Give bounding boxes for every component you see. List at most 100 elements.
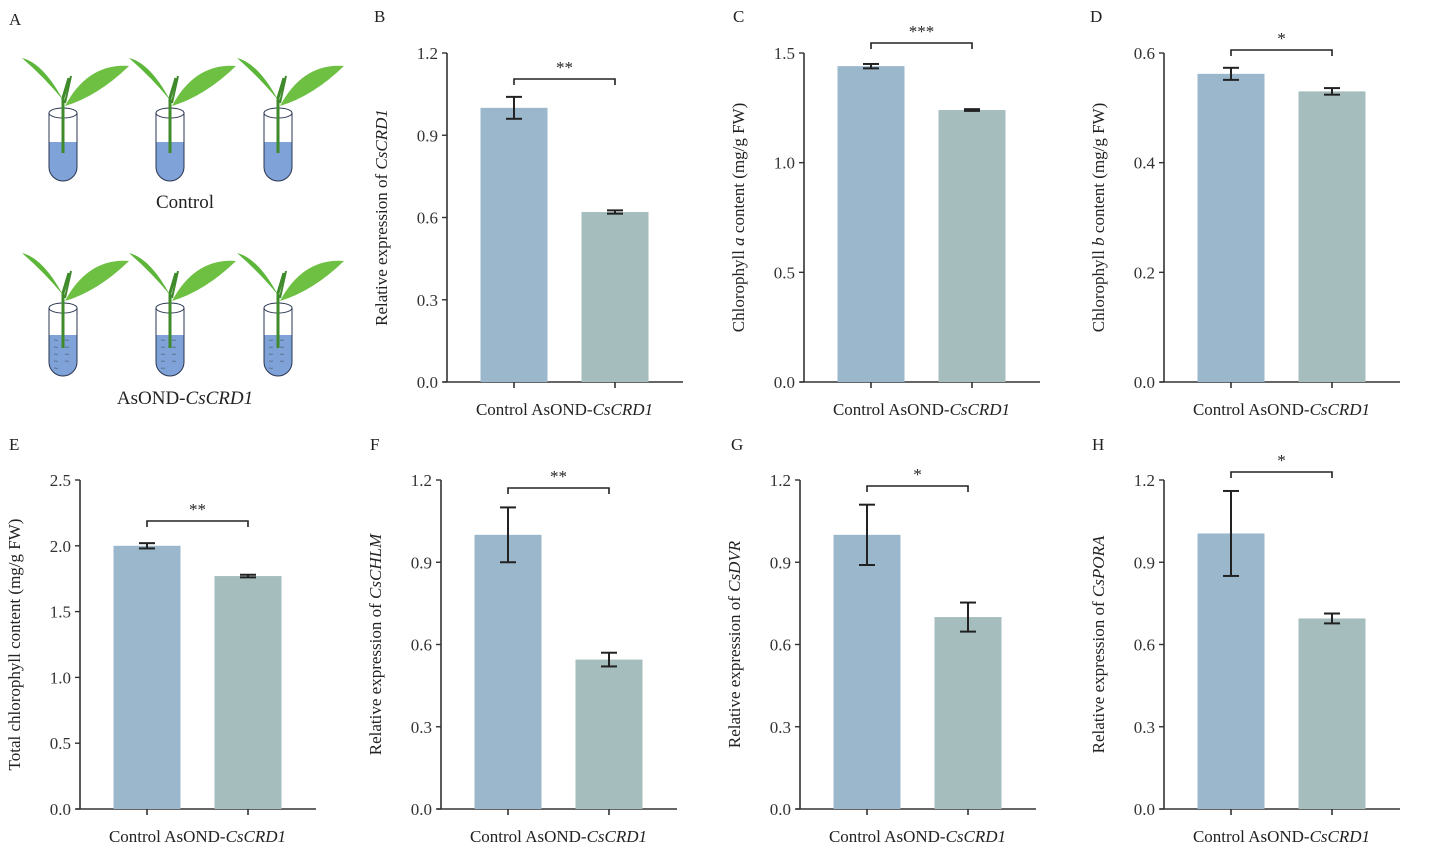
oligo-glyph: ~ <box>54 365 58 373</box>
y-axis-title-italic: CsPORA <box>1089 535 1108 597</box>
stem <box>61 272 71 348</box>
y-tick-label: 1.0 <box>50 668 71 687</box>
chart-panel-e: E 0.0 0.5 1.0 1.5 2.0 2.5 Total chlorophyll con… <box>5 435 316 846</box>
y-tick-label: 1.5 <box>774 44 795 63</box>
y-axis-title-italic: CsCRD1 <box>372 109 391 169</box>
leaf-right <box>280 65 344 106</box>
y-axis-title-part: content (mg/g FW) <box>729 103 748 238</box>
y-tick-label: 0.2 <box>1134 263 1155 282</box>
category-label: Control <box>476 400 528 419</box>
bud <box>64 270 72 299</box>
oligo-glyph: ~ <box>65 358 69 366</box>
leaf-right <box>172 65 236 106</box>
y-tick-label: 0.9 <box>417 126 438 145</box>
panel-letter: G <box>731 435 743 454</box>
tube-outline <box>48 308 78 377</box>
panel-a-treated-label: AsOND-CsCRD1 <box>80 388 290 410</box>
oligo-glyph: ~ <box>269 344 273 352</box>
oligo-glyph: ~ <box>280 344 284 352</box>
y-tick-label: 0.0 <box>774 373 795 392</box>
category-label: Control <box>1193 827 1245 846</box>
y-axis-title-part: Chlorophyll <box>729 246 748 332</box>
y-axis-title-part: Relative expression of <box>372 170 391 326</box>
oligo-glyph: ~ <box>54 358 58 366</box>
y-axis-title-italic: CsDVR <box>725 540 744 592</box>
oligo-glyph: ~ <box>269 351 273 359</box>
y-axis-title: Relative expression of CsDVR <box>725 540 744 748</box>
stem <box>276 77 286 153</box>
significance-marker: * <box>913 465 922 484</box>
stem <box>168 272 178 348</box>
leaf-right <box>280 260 344 301</box>
significance-marker: ** <box>556 58 573 77</box>
oligo-glyph: ~ <box>65 344 69 352</box>
significance-marker: ** <box>189 500 206 519</box>
chart-panel-g: G 0.0 0.3 0.6 0.9 1.2 Relative expression of C… <box>725 435 1036 846</box>
significance-marker: *** <box>909 22 935 41</box>
bar-control <box>113 545 181 809</box>
y-axis-title: Relative expression of CsCHLM <box>366 533 385 755</box>
y-axis-title-part: Chlorophyll <box>1089 246 1108 332</box>
oligo-glyph: ~ <box>54 344 58 352</box>
tube-outline <box>155 308 185 377</box>
oligo-glyph: ~ <box>161 358 165 366</box>
significance-bracket <box>1230 471 1333 478</box>
y-axis-title: Chlorophyll b content (mg/g FW) <box>1089 103 1108 332</box>
panel-a-control-label: Control <box>110 192 260 214</box>
y-tick-label: 0.3 <box>1134 718 1155 737</box>
y-tick-label: 0.0 <box>1134 800 1155 819</box>
tube-outline <box>48 113 78 182</box>
chart-panel-d: D 0.0 0.2 0.4 0.6 Chlorophyll b content (mg/g… <box>1089 7 1400 419</box>
x-category-labels: Control AsOND-CsCRD1 <box>1193 400 1370 419</box>
category-label: AsOND- <box>522 827 587 846</box>
y-tick-label: 0.4 <box>1134 154 1156 173</box>
y-tick-label: 0.0 <box>50 800 71 819</box>
oligo-glyph: ~ <box>280 358 284 366</box>
bar-control <box>474 534 542 809</box>
y-tick-label: 0.0 <box>1134 373 1155 392</box>
bar-treated <box>214 576 282 809</box>
liquid-shape <box>156 142 184 181</box>
treated-tube-icon: ~ ~~ ~~ ~~ ~~ <box>129 253 236 377</box>
liquid-shape <box>49 335 77 376</box>
category-label-italic: CsCRD1 <box>226 827 286 846</box>
stem <box>276 272 286 348</box>
category-label-italic: CsCRD1 <box>946 827 1006 846</box>
chart-panel-h: H 0.0 0.3 0.6 0.9 1.2 Relative expression of C… <box>1089 435 1400 846</box>
x-category-labels: Control AsOND-CsCRD1 <box>470 827 647 846</box>
oligo-glyph: ~ <box>172 358 176 366</box>
y-tick-label: 0.5 <box>50 734 71 753</box>
category-label: AsOND- <box>885 400 950 419</box>
oligo-glyph: ~ <box>54 351 58 359</box>
y-axis-title: Total chlorophyll content (mg/g FW) <box>5 519 24 771</box>
category-label-italic: CsCRD1 <box>1310 400 1370 419</box>
category-label: Control <box>833 400 885 419</box>
significance-marker: * <box>1277 451 1286 470</box>
y-tick-label: 0.0 <box>417 373 438 392</box>
treated-tube-icon: ~ ~~ ~~ ~~ ~~ <box>22 253 129 377</box>
x-category-labels: Control AsOND-CsCRD1 <box>829 827 1006 846</box>
y-tick-label: 0.9 <box>411 553 432 572</box>
oligo-glyph: ~ <box>161 365 165 373</box>
panel-letter: H <box>1092 435 1104 454</box>
bar-control <box>833 534 901 809</box>
oligo-glyph: ~ <box>280 351 284 359</box>
y-tick-label: 1.2 <box>417 44 438 63</box>
y-axis-title: Relative expression of CsPORA <box>1089 535 1108 753</box>
x-category-labels: Control AsOND-CsCRD1 <box>109 827 286 846</box>
y-tick-label: 0.3 <box>770 718 791 737</box>
y-tick-label: 0.6 <box>1134 636 1155 655</box>
category-label: AsOND- <box>161 827 226 846</box>
chart-panel-f: F 0.0 0.3 0.6 0.9 1.2 Relative expression of C… <box>366 435 677 846</box>
significance-marker: ** <box>550 467 567 486</box>
oligo-glyph: ~ <box>172 344 176 352</box>
oligo-glyph: ~ <box>269 337 273 345</box>
significance-marker: * <box>1277 29 1286 48</box>
bar-treated <box>1298 618 1366 809</box>
tube-outline <box>263 308 293 377</box>
leaf-right <box>172 260 236 301</box>
oligo-glyph: ~ <box>161 351 165 359</box>
oligo-glyph: ~ <box>161 337 165 345</box>
stem <box>168 77 178 153</box>
y-tick-label: 1.0 <box>774 154 795 173</box>
